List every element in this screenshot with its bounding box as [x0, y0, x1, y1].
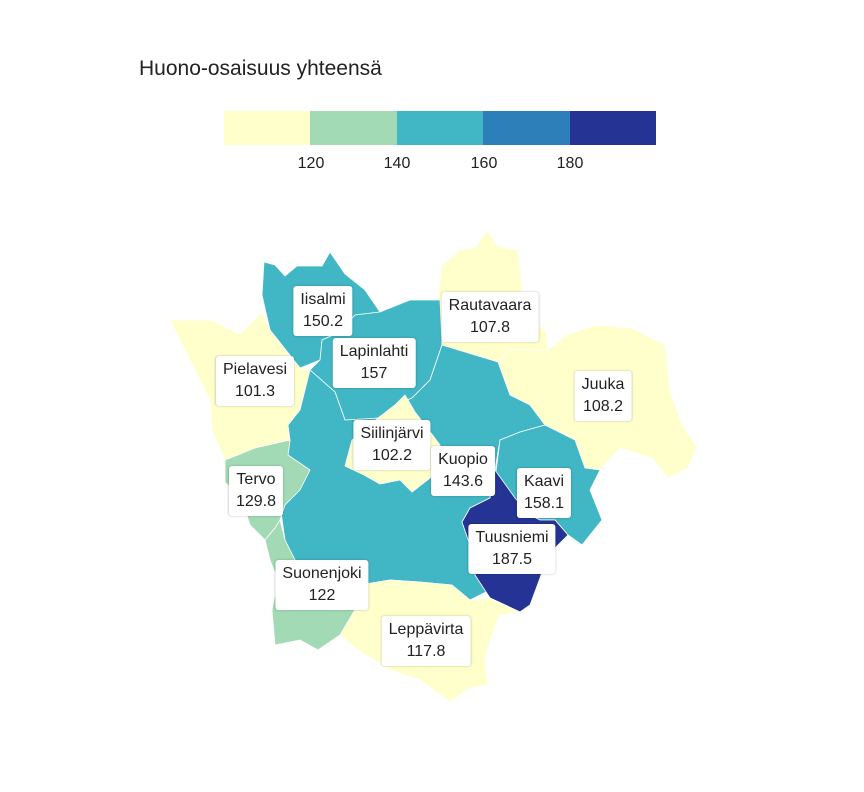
- legend-swatch-1: [224, 111, 311, 145]
- label-pielavesi: Pielavesi 101.3: [215, 356, 295, 406]
- region-name: Suonenjoki: [282, 565, 362, 582]
- region-value: 102.2: [371, 447, 413, 464]
- region-name: Tervo: [236, 471, 276, 488]
- label-tervo: Tervo 129.8: [228, 466, 284, 516]
- region-value: 129.8: [235, 493, 277, 510]
- region-value: 122: [308, 587, 336, 604]
- label-suonenjoki: Suonenjoki 122: [275, 560, 369, 610]
- region-value: 158.1: [523, 495, 565, 512]
- legend-tick: 140: [383, 155, 411, 172]
- label-kaavi: Kaavi 158.1: [516, 468, 572, 518]
- label-lapinlahti: Lapinlahti 157: [332, 338, 416, 388]
- color-legend: [224, 111, 657, 145]
- label-tuusniemi: Tuusniemi 187.5: [468, 524, 556, 574]
- label-leppavirta: Leppävirta 117.8: [381, 616, 471, 666]
- region-value: 150.2: [302, 313, 344, 330]
- label-kuopio: Kuopio 143.6: [431, 446, 495, 496]
- legend-swatch-4: [483, 111, 570, 145]
- legend-swatch-3: [396, 111, 484, 145]
- region-name: Kuopio: [438, 451, 488, 468]
- region-value: 107.8: [469, 319, 511, 336]
- region-name: Iisalmi: [300, 291, 346, 308]
- legend-tick: 120: [297, 155, 325, 172]
- label-iisalmi: Iisalmi 150.2: [293, 286, 353, 336]
- region-name: Juuka: [581, 376, 625, 393]
- region-value: 108.2: [582, 398, 624, 415]
- region-name: Siilinjärvi: [360, 425, 424, 442]
- region-name: Lapinlahti: [339, 343, 409, 360]
- region-value: 101.3: [234, 383, 276, 400]
- region-name: Pielavesi: [222, 361, 288, 378]
- label-rautavaara: Rautavaara 107.8: [441, 292, 539, 342]
- region-name: Leppävirta: [388, 621, 464, 638]
- region-value: 143.6: [442, 473, 484, 490]
- region-value: 157: [360, 365, 388, 382]
- region-name: Tuusniemi: [475, 529, 549, 546]
- map-title: Huono-osaisuus yhteensä: [139, 57, 382, 80]
- region-value: 187.5: [491, 551, 533, 568]
- legend-tick: 160: [470, 155, 498, 172]
- legend-tick: 180: [556, 155, 584, 172]
- region-value: 117.8: [406, 643, 446, 660]
- region-name: Kaavi: [523, 473, 565, 490]
- label-siilinjarvi: Siilinjärvi 102.2: [353, 420, 431, 470]
- legend-swatch-2: [310, 111, 397, 145]
- region-name: Rautavaara: [448, 297, 532, 314]
- legend-swatch-5: [569, 111, 657, 145]
- label-juuka: Juuka 108.2: [574, 371, 632, 421]
